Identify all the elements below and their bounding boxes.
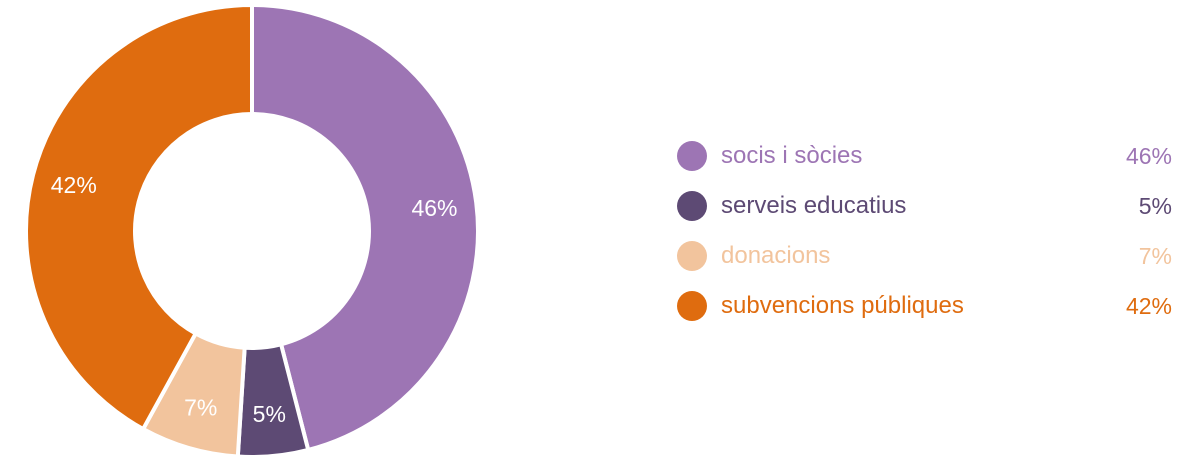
chart-legend: socis i sòcies 46% serveis educatius 5% … xyxy=(677,131,1172,331)
legend-item-donacions: donacions 7% xyxy=(677,231,1172,281)
slice-subvencions xyxy=(24,3,254,432)
legend-label-serveis: serveis educatius xyxy=(721,192,907,219)
legend-label-socis: socis i sòcies xyxy=(721,142,863,169)
legend-value-socis: 46% xyxy=(1125,143,1172,169)
legend-label-subvencions: subvencions públiques xyxy=(721,292,964,319)
legend-item-serveis: serveis educatius 5% xyxy=(677,181,1172,231)
slice-label-serveis: 5% xyxy=(253,401,286,427)
legend-value-subvencions: 42% xyxy=(1125,293,1172,319)
legend-swatch-serveis xyxy=(677,191,707,221)
legend-swatch-socis xyxy=(677,141,707,171)
legend-item-socis: socis i sòcies 46% xyxy=(677,131,1172,181)
legend-label-donacions: donacions xyxy=(721,242,831,269)
legend-item-subvencions: subvencions públiques 42% xyxy=(677,281,1172,331)
legend-swatch-donacions xyxy=(677,241,707,271)
slice-label-subvencions: 42% xyxy=(51,172,97,198)
legend-value-donacions: 7% xyxy=(1138,243,1172,269)
slice-label-socis: 46% xyxy=(411,195,457,221)
slice-label-donacions: 7% xyxy=(184,395,217,421)
chart-slices xyxy=(24,3,480,458)
slice-socis xyxy=(250,3,480,452)
legend-value-serveis: 5% xyxy=(1138,193,1172,219)
chart-slice-labels: 46% 5% 7% 42% xyxy=(51,172,458,427)
legend-swatch-subvencions xyxy=(677,291,707,321)
